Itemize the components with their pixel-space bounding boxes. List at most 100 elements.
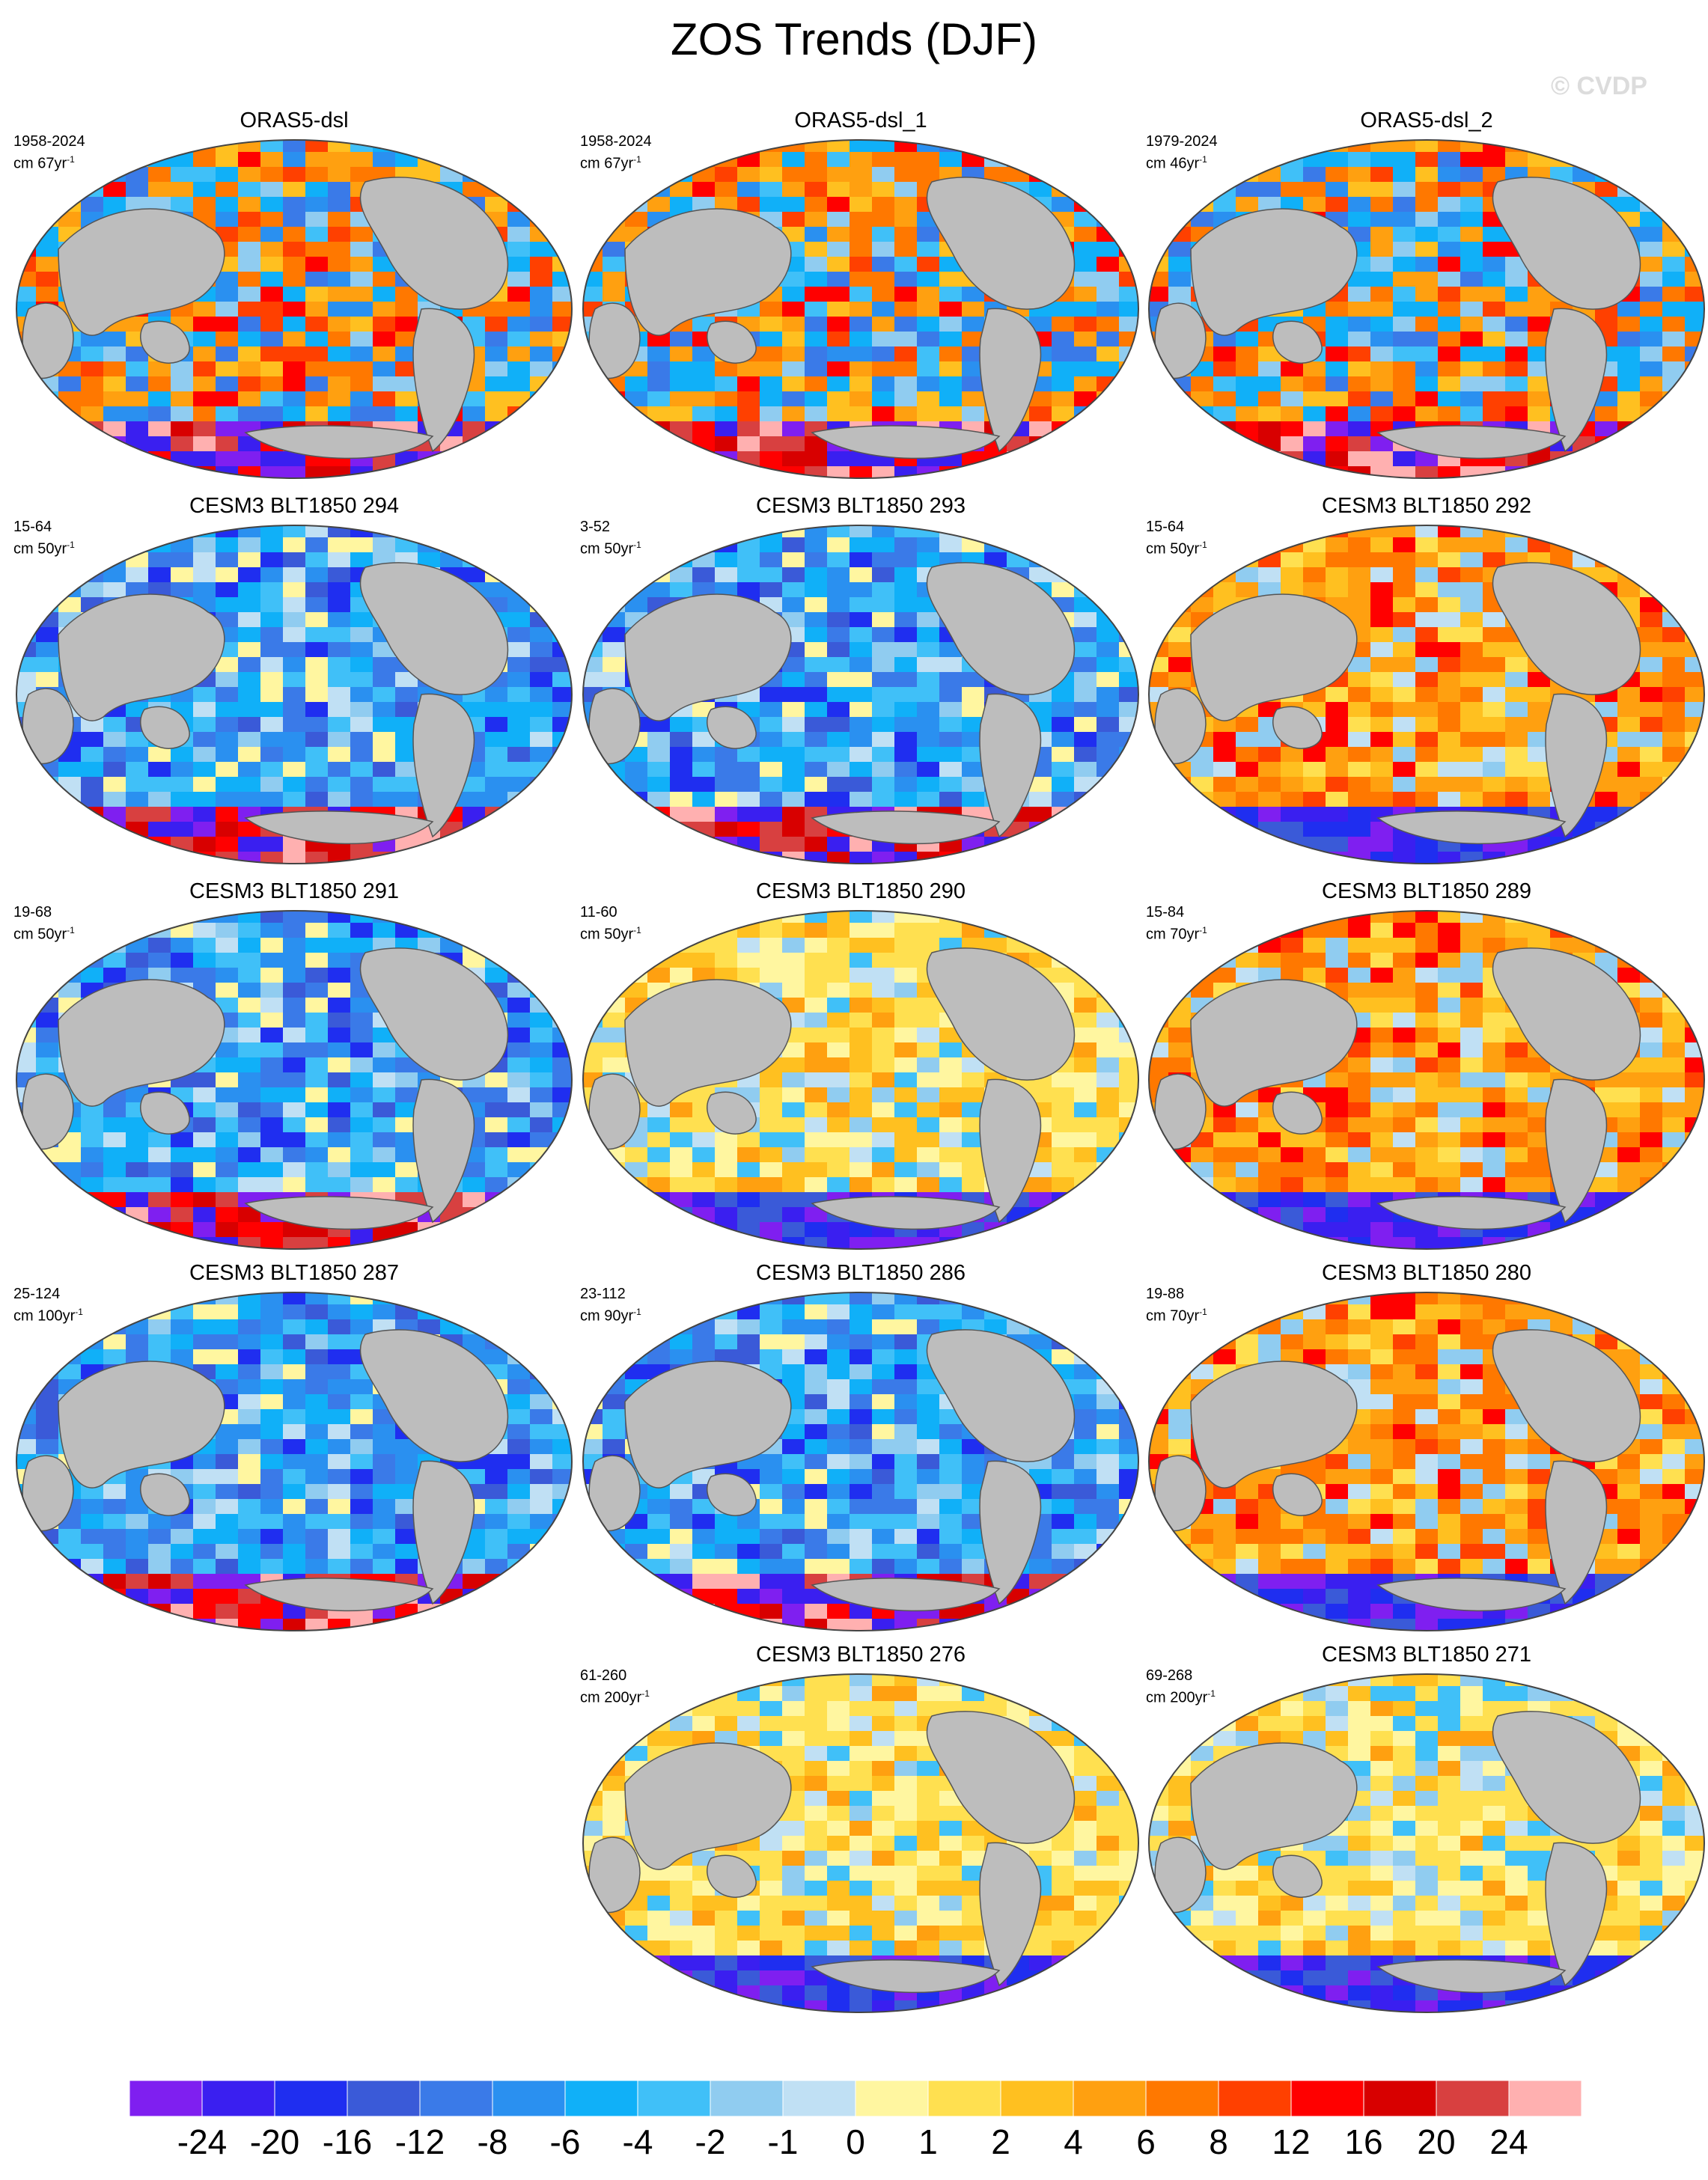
panel-unit-exponent: -1 — [633, 925, 641, 935]
ocean-cell — [827, 272, 850, 287]
ocean-cell — [507, 257, 531, 272]
ocean-cell — [485, 911, 508, 923]
panel-unit-text: cm 46yr — [1146, 155, 1200, 172]
ocean-cell — [16, 1057, 37, 1073]
ocean-cell — [1029, 317, 1052, 332]
ocean-cell — [962, 1072, 985, 1088]
ocean-cell — [216, 1132, 239, 1148]
ocean-cell — [715, 938, 738, 953]
ocean-cell — [939, 792, 963, 807]
ocean-cell — [1348, 732, 1371, 748]
ocean-cell — [552, 391, 572, 407]
ocean-cell — [1415, 657, 1439, 673]
ocean-cell — [647, 777, 671, 793]
ocean-cell — [1052, 317, 1075, 332]
ocean-cell — [850, 762, 873, 778]
map-panel: CESM3 BLT1850 292 15-64 cm 50yr-1 — [1146, 494, 1707, 872]
ocean-cell — [1097, 837, 1120, 852]
ocean-cell — [583, 807, 603, 822]
ocean-cell — [647, 953, 671, 968]
ocean-cell — [305, 1117, 329, 1133]
ocean-cell — [1097, 777, 1120, 793]
ocean-cell — [171, 376, 194, 392]
ocean-cell — [126, 807, 149, 822]
ocean-cell — [507, 140, 531, 153]
ocean-cell — [238, 792, 261, 807]
ocean-cell — [1460, 272, 1483, 287]
ocean-cell — [647, 537, 671, 553]
ocean-cell — [827, 287, 850, 302]
ocean-cell — [1415, 672, 1439, 688]
ocean-cell — [1149, 242, 1169, 257]
ocean-cell — [1326, 687, 1349, 703]
ocean-cell — [939, 1117, 963, 1133]
ocean-cell — [850, 792, 873, 807]
ocean-cell — [1393, 762, 1416, 778]
ocean-cell — [1097, 1207, 1120, 1223]
ocean-cell — [171, 1162, 194, 1178]
ocean-cell — [36, 852, 59, 864]
ocean-cell — [507, 346, 531, 362]
ocean-cell — [1550, 552, 1573, 568]
ocean-cell — [507, 1207, 531, 1223]
ocean-cell — [1662, 346, 1686, 362]
ocean-cell — [1393, 182, 1416, 198]
ocean-cell — [373, 702, 396, 718]
ocean-cell — [1685, 212, 1704, 228]
ocean-cell — [1505, 346, 1528, 362]
ocean-cell — [625, 376, 648, 392]
ocean-cell — [1097, 1132, 1120, 1148]
ocean-cell — [485, 1237, 508, 1249]
ocean-cell — [647, 552, 671, 568]
ocean-cell — [1258, 822, 1281, 837]
ocean-cell — [1483, 552, 1506, 568]
ocean-cell — [485, 552, 508, 568]
ocean-cell — [939, 1162, 963, 1178]
ocean-cell — [670, 762, 693, 778]
ocean-cell — [1370, 792, 1394, 807]
ocean-cell — [238, 257, 261, 272]
ocean-cell — [1052, 552, 1075, 568]
ocean-cell — [1348, 167, 1371, 183]
ocean-cell — [1685, 272, 1704, 287]
ocean-cell — [148, 537, 171, 553]
ocean-cell — [1168, 182, 1192, 198]
ocean-cell — [1595, 702, 1618, 718]
ocean-cell — [1550, 167, 1573, 183]
ocean-cell — [1052, 702, 1075, 718]
ocean-cell — [418, 152, 441, 168]
ocean-cell — [507, 1057, 531, 1073]
ocean-cell — [16, 272, 37, 287]
ocean-cell — [1640, 1057, 1663, 1073]
ocean-cell — [1438, 998, 1461, 1013]
ocean-cell — [1505, 391, 1528, 407]
ocean-cell — [1074, 317, 1097, 332]
ocean-cell — [1483, 1013, 1506, 1028]
ocean-cell — [81, 938, 104, 953]
ocean-cell — [715, 762, 738, 778]
ocean-cell — [917, 1072, 940, 1088]
ocean-cell — [715, 1132, 738, 1148]
ocean-cell — [737, 552, 760, 568]
ocean-cell — [328, 140, 351, 153]
ocean-cell — [485, 732, 508, 748]
ocean-cell — [328, 1013, 351, 1028]
ocean-cell — [1097, 672, 1120, 688]
ocean-cell — [283, 1057, 306, 1073]
ocean-cell — [1617, 332, 1641, 347]
ocean-cell — [1052, 1117, 1075, 1133]
ocean-cell — [530, 687, 553, 703]
ocean-cell — [530, 466, 553, 478]
ocean-cell — [603, 657, 626, 673]
ocean-cell — [850, 332, 873, 347]
ocean-cell — [1415, 837, 1439, 852]
ocean-cell — [1191, 451, 1214, 467]
ocean-cell — [939, 747, 963, 763]
ocean-cell — [1052, 567, 1075, 583]
ocean-cell — [1370, 140, 1394, 153]
ocean-cell — [260, 582, 284, 598]
ocean-cell — [894, 672, 918, 688]
ocean-cell — [962, 747, 985, 763]
ocean-cell — [530, 140, 553, 153]
ocean-cell — [1168, 287, 1192, 302]
